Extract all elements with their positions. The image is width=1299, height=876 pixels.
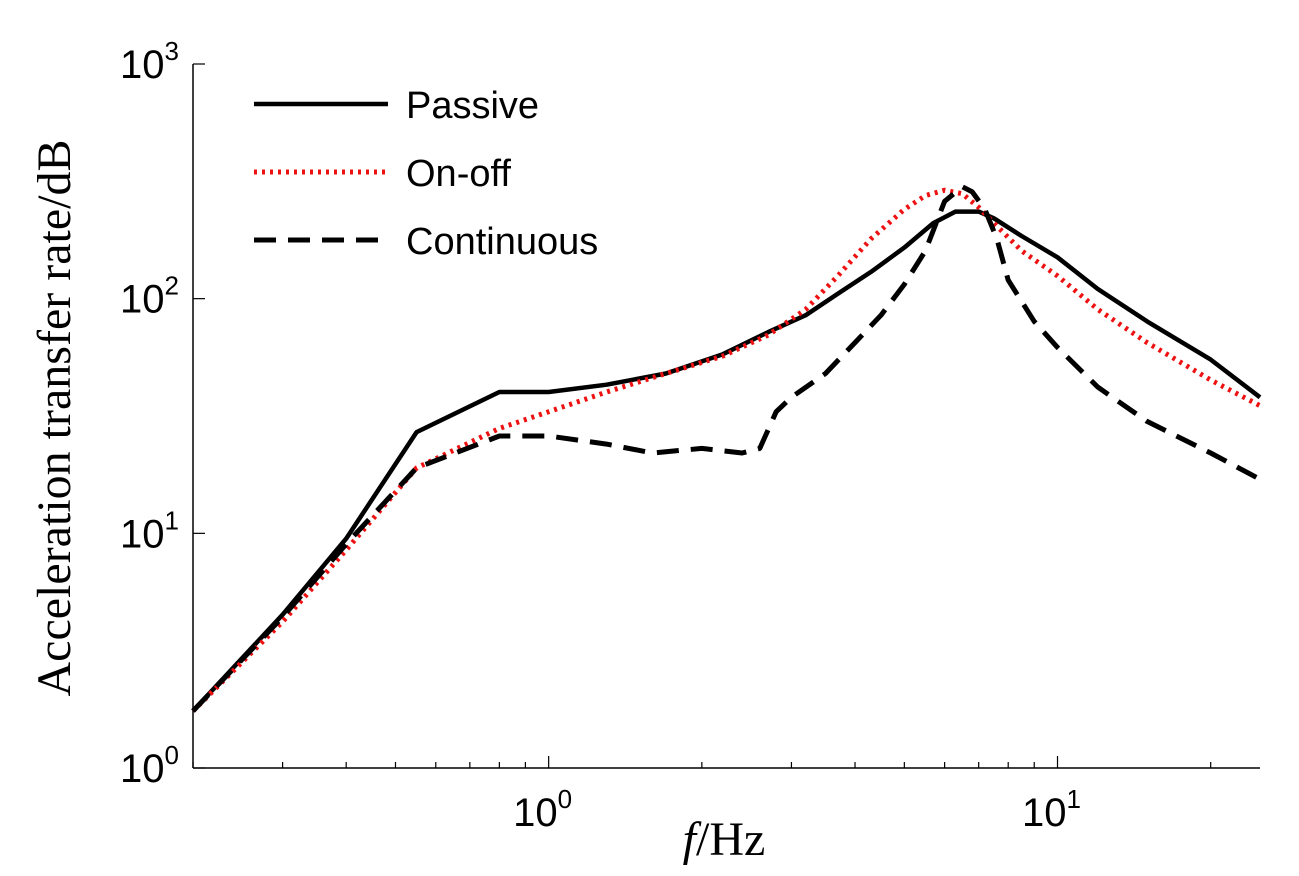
series-group xyxy=(191,184,1262,713)
y-tick-label: 100 xyxy=(120,740,179,791)
series-line-continuous xyxy=(191,184,1262,713)
axes xyxy=(192,64,1260,769)
ticks: 100 101 102 103 100 101 xyxy=(120,36,1212,835)
legend-label: Passive xyxy=(406,85,539,127)
legend: Passive On-off Continuous xyxy=(254,85,598,263)
x-axis-label-unit: /Hz xyxy=(696,813,765,866)
x-axis-label: f/Hz xyxy=(683,813,766,866)
series-line-on-off xyxy=(191,187,1262,713)
legend-label: On-off xyxy=(406,153,511,195)
y-tick-label: 102 xyxy=(120,271,179,322)
x-tick-label: 101 xyxy=(1022,784,1081,835)
x-tick-label: 100 xyxy=(513,784,572,835)
y-tick-label: 103 xyxy=(120,36,179,87)
legend-label: Continuous xyxy=(406,221,598,263)
y-axis-label: Acceleration transfer rate/dB xyxy=(28,139,81,696)
series-line-passive xyxy=(191,209,1262,713)
y-tick-label: 101 xyxy=(120,505,179,556)
